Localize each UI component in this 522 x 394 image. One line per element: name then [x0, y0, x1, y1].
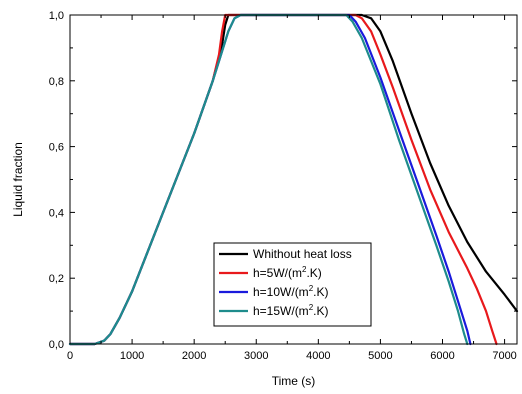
y-tick-label: 0,8 [49, 76, 64, 88]
y-axis-title: Liquid fraction [11, 142, 25, 217]
legend-label-4: h=15W/(m2.K) [253, 303, 328, 318]
y-tick-label: 1,0 [49, 10, 64, 22]
legend-items: Whithout heat loss h=5W/(m2.K) h=10W/(m2.K… [219, 247, 352, 318]
legend-label-3: h=10W/(m2.K) [253, 284, 328, 299]
y-tick-label: 0,6 [49, 142, 64, 154]
x-tick-label: 6000 [430, 350, 454, 362]
x-tick-label: 5000 [368, 350, 392, 362]
x-tick-label: 0 [67, 350, 73, 362]
x-tick-label: 7000 [492, 350, 516, 362]
axis-ticks: 0 1000 2000 3000 4000 5000 6000 7000 0,0 0,2 0,4 0,… [49, 10, 517, 362]
x-tick-label: 2000 [182, 350, 206, 362]
x-tick-label: 1000 [120, 350, 144, 362]
x-tick-label: 4000 [306, 350, 330, 362]
y-tick-label: 0,2 [49, 273, 64, 285]
y-tick-label: 0,4 [49, 207, 64, 219]
legend-label-1: Whithout heat loss [253, 247, 352, 261]
legend-box [213, 242, 372, 327]
x-axis-title: Time (s) [272, 374, 316, 388]
x-tick-label: 3000 [244, 350, 268, 362]
legend: Whithout heat loss h=5W/(m2.K) h=10W/(m2.K… [213, 242, 372, 327]
legend-label-2: h=5W/(m2.K) [253, 265, 322, 280]
y-tick-label: 0,0 [49, 339, 64, 351]
